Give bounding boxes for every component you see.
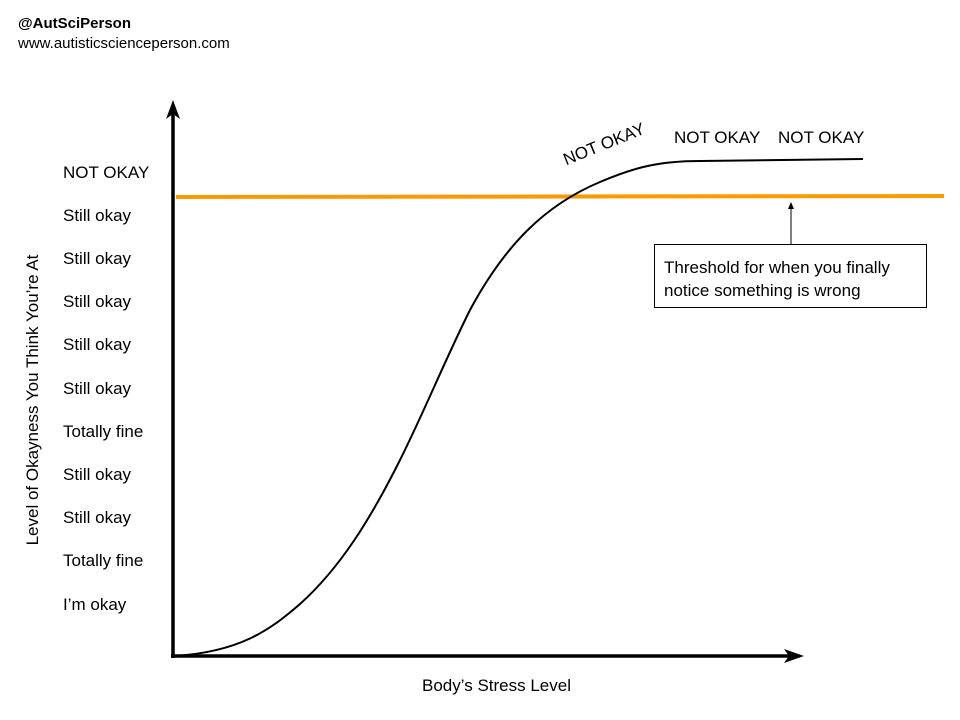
x-axis-label: Body’s Stress Level bbox=[422, 676, 571, 695]
y-tick-label: Still okay bbox=[63, 292, 132, 311]
not-okay-annotation: NOT OKAY bbox=[778, 128, 865, 147]
threshold-callout-box: Threshold for when you finally notice so… bbox=[654, 244, 927, 308]
y-tick-label: Still okay bbox=[63, 206, 132, 225]
threshold-line bbox=[175, 194, 945, 199]
y-tick-label: Still okay bbox=[63, 508, 132, 527]
y-axis-arrowhead-icon bbox=[166, 100, 180, 119]
x-axis-arrowhead-icon bbox=[784, 649, 804, 663]
callout-text-line-1: Threshold for when you finally bbox=[664, 258, 890, 277]
author-website: www.autisticscienceperson.com bbox=[18, 35, 230, 52]
y-tick-label: I’m okay bbox=[63, 595, 127, 614]
callout-text-line-2: notice something is wrong bbox=[664, 281, 861, 300]
stress-curve bbox=[173, 158, 864, 657]
y-tick-label: Still okay bbox=[63, 465, 132, 484]
y-tick-label: Still okay bbox=[63, 379, 132, 398]
y-tick-label: Still okay bbox=[63, 249, 132, 268]
y-tick-label: Totally fine bbox=[63, 422, 144, 441]
y-axis-label: Level of Okayness You Think You’re At bbox=[23, 254, 42, 546]
callout-arrowhead-icon bbox=[788, 202, 794, 209]
y-tick-label: Totally fine bbox=[63, 551, 144, 570]
author-handle: @AutSciPerson bbox=[18, 15, 131, 32]
not-okay-annotation: NOT OKAY bbox=[674, 128, 761, 147]
y-tick-label: NOT OKAY bbox=[63, 163, 150, 182]
y-tick-label: Still okay bbox=[63, 335, 132, 354]
